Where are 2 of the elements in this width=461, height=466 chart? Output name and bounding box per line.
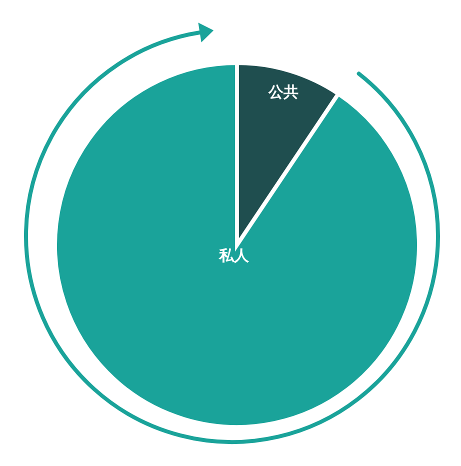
slice-label: 私人 bbox=[218, 246, 250, 264]
slice-label: 公共 bbox=[268, 82, 299, 101]
